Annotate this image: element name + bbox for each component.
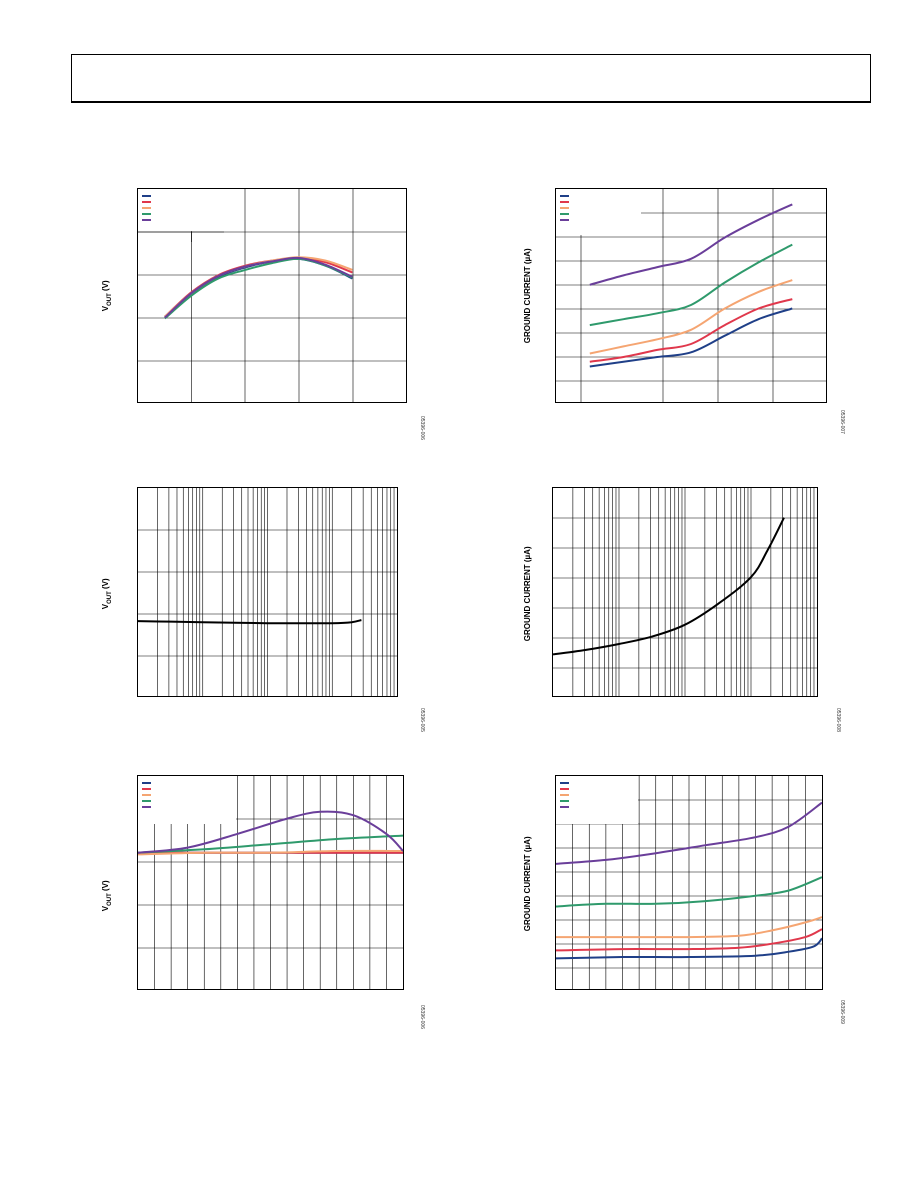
series-line-purple xyxy=(556,801,822,865)
series-line-purple xyxy=(138,810,403,854)
series-line-orange xyxy=(556,916,822,939)
legend xyxy=(142,780,152,810)
plot-area xyxy=(137,775,404,990)
legend-swatch-red xyxy=(560,199,570,205)
series-line-red xyxy=(556,928,822,952)
series-line-green xyxy=(164,257,353,320)
legend-swatch-orange xyxy=(142,205,152,211)
series-line-purple xyxy=(164,256,353,319)
legend-swatch-green xyxy=(142,798,152,804)
figure-id: 05396-006 xyxy=(419,416,425,440)
chart-svg xyxy=(138,189,406,402)
series-line-green xyxy=(556,876,822,908)
series-line-orange xyxy=(138,849,403,856)
series-line-purple xyxy=(589,203,793,286)
chart-svg xyxy=(553,488,817,696)
series-line-green xyxy=(589,243,793,327)
legend xyxy=(560,193,570,223)
legend-swatch-green xyxy=(560,798,570,804)
legend-swatch-orange xyxy=(142,792,152,798)
legend-swatch-navy xyxy=(560,193,570,199)
legend-swatch-navy xyxy=(142,193,152,199)
figure-id: 05396-006 xyxy=(419,1005,425,1029)
series-line-black xyxy=(138,619,362,625)
series-line-black xyxy=(553,517,785,656)
y-axis-label: GROUND CURRENT (µA) xyxy=(523,546,533,642)
plot-area xyxy=(137,487,398,697)
series-line-navy xyxy=(556,937,822,960)
legend-swatch-navy xyxy=(142,780,152,786)
plot-area xyxy=(137,188,407,403)
legend-box xyxy=(556,189,641,235)
grid xyxy=(553,488,817,696)
plot-area xyxy=(552,487,818,697)
legend-swatch-green xyxy=(142,211,152,217)
legend-box xyxy=(138,189,238,231)
figure-id: 05396-009 xyxy=(839,1000,845,1024)
legend-swatch-purple xyxy=(142,217,152,223)
series-line-green xyxy=(138,834,403,854)
figure-id: 05396-008 xyxy=(835,708,841,732)
legend-swatch-red xyxy=(142,786,152,792)
legend-swatch-purple xyxy=(560,804,570,810)
legend-swatch-green xyxy=(560,211,570,217)
legend-swatch-red xyxy=(142,199,152,205)
series-line-navy xyxy=(164,257,353,318)
y-axis-label: VOUT (V) xyxy=(101,578,113,610)
figure-id: 05396-007 xyxy=(839,410,845,434)
header-box xyxy=(71,54,871,103)
y-axis-label: GROUND CURRENT (µA) xyxy=(523,836,533,932)
figure-id: 05396-005 xyxy=(419,708,425,732)
legend-swatch-orange xyxy=(560,792,570,798)
chart-svg xyxy=(138,776,403,989)
legend-swatch-purple xyxy=(142,804,152,810)
legend-swatch-purple xyxy=(560,217,570,223)
legend-box xyxy=(138,776,236,824)
legend-swatch-navy xyxy=(560,780,570,786)
y-axis-label: VOUT (V) xyxy=(101,280,113,312)
y-axis-label: VOUT (V) xyxy=(101,880,113,912)
grid xyxy=(138,776,403,989)
chart-svg xyxy=(138,488,397,696)
y-axis-label: GROUND CURRENT (µA) xyxy=(523,248,533,344)
series-line-orange xyxy=(589,279,793,355)
series-line-navy xyxy=(589,307,793,368)
legend-swatch-orange xyxy=(560,205,570,211)
legend-swatch-red xyxy=(560,786,570,792)
chart-svg xyxy=(556,776,822,989)
series-line-red xyxy=(589,298,793,363)
legend xyxy=(560,780,570,810)
grid xyxy=(556,776,822,989)
plot-area xyxy=(555,188,827,403)
chart-svg xyxy=(556,189,826,402)
legend xyxy=(142,193,152,223)
plot-area xyxy=(555,775,823,990)
grid xyxy=(138,488,397,696)
